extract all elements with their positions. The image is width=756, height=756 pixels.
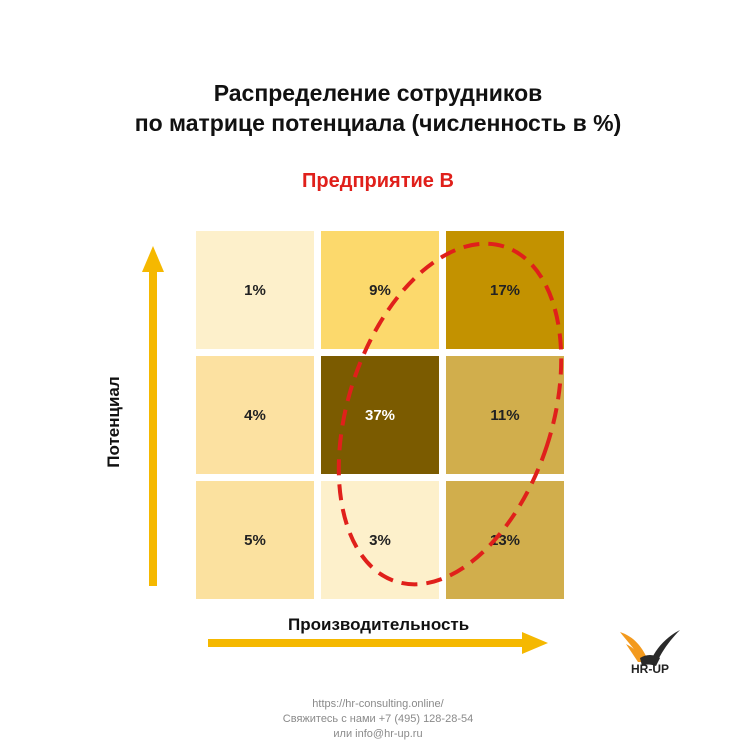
cell-value-label: 1% (244, 281, 266, 299)
footer-phone: Свяжитесь с нами +7 (495) 128-28-54 (282, 713, 474, 725)
y-axis-arrow-shaft (149, 266, 157, 586)
logo-text: HR-UP (631, 662, 669, 676)
x-axis-arrow-shaft (208, 639, 524, 647)
cell-value-label: 37% (364, 406, 396, 424)
cell-value-label: 3% (369, 531, 391, 549)
chart-title: Распределение сотрудников по матрице пот… (0, 78, 756, 138)
matrix-cell-r2-c1: 4% (196, 356, 314, 474)
x-axis-arrow (208, 632, 548, 654)
y-axis-arrow-head (142, 246, 164, 272)
footer-email[interactable]: или info@hr-up.ru (333, 728, 423, 740)
matrix-cell-r3-c1: 5% (196, 481, 314, 599)
matrix-cell-r1-c2: 9% (321, 231, 439, 349)
matrix-cell-r1-c1: 1% (196, 231, 314, 349)
highlight-ellipse (336, 241, 564, 587)
y-axis-label: Потенциал (104, 376, 123, 468)
title-line-2: по матрице потенциала (численность в %) (134, 110, 622, 136)
title-line-1: Распределение сотрудников (213, 80, 543, 106)
footer: https://hr-consulting.online/ Свяжитесь … (0, 697, 756, 742)
cell-value-label: 17% (489, 281, 521, 299)
x-axis-arrow-head (522, 632, 548, 654)
matrix-cell-r1-c3: 17% (446, 231, 564, 349)
matrix-cell-r3-c2: 3% (321, 481, 439, 599)
y-axis-arrow (142, 246, 164, 586)
cell-value-label: 4% (244, 406, 266, 424)
cell-value-label: 11% (490, 406, 520, 424)
chart-subtitle: Предприятие В (302, 170, 454, 192)
hr-up-logo-icon (620, 630, 680, 666)
matrix-cell-r2-c2: 37% (321, 356, 439, 474)
x-axis-label: Производительность (288, 615, 470, 634)
footer-website[interactable]: https://hr-consulting.online/ (312, 698, 444, 710)
cell-value-label: 9% (369, 281, 391, 299)
cell-value-label: 5% (244, 531, 266, 549)
matrix-cell-r3-c3: 13% (446, 481, 564, 599)
